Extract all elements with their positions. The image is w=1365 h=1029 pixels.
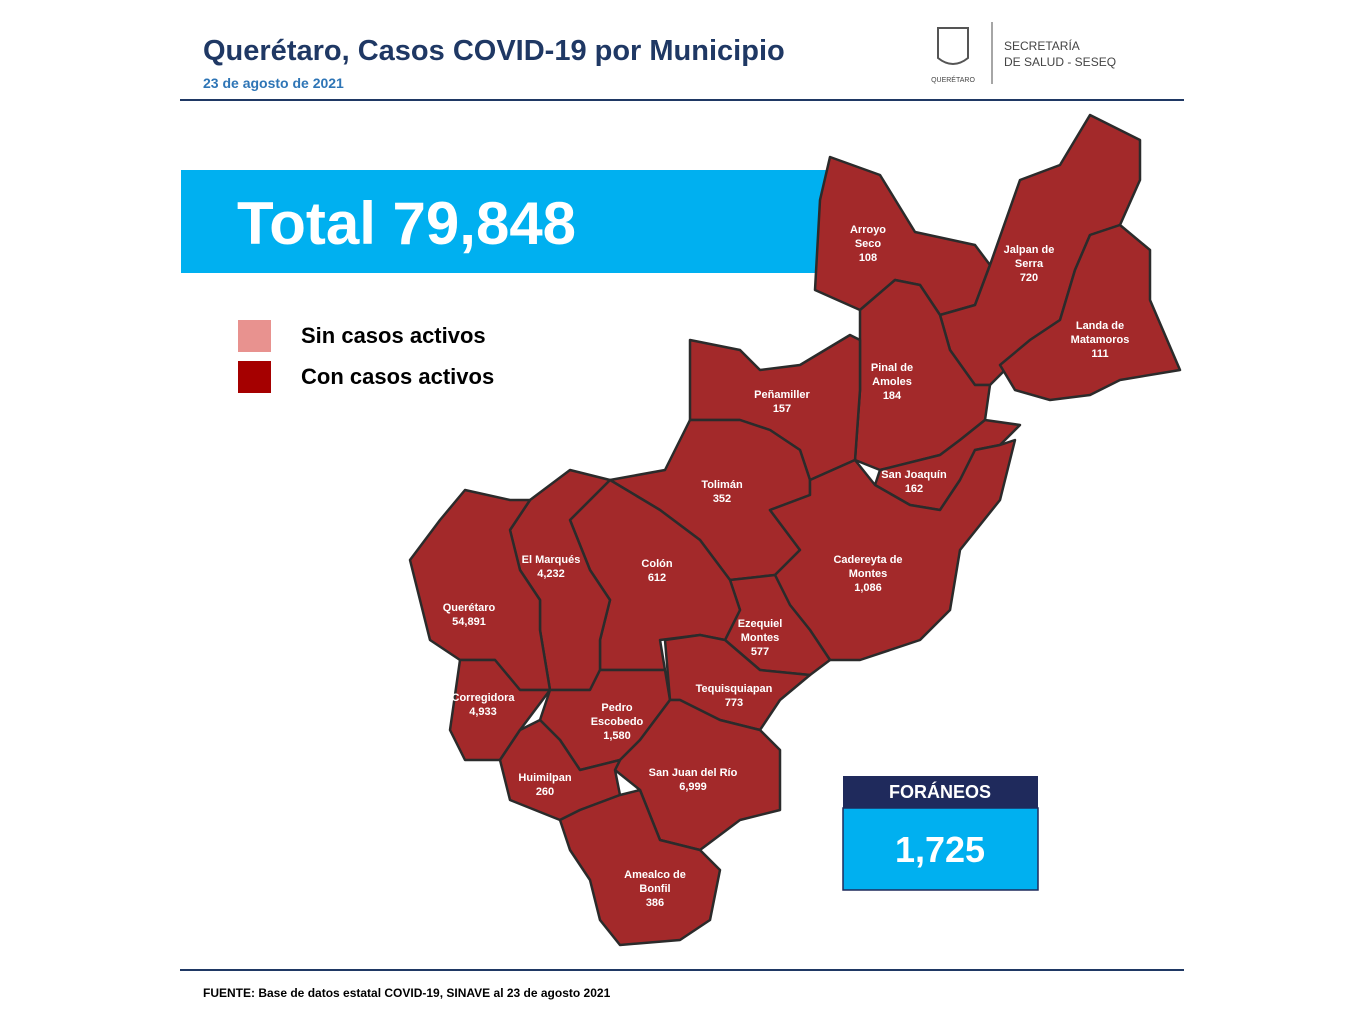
- municipality-cases: 260: [536, 786, 554, 798]
- agency-line: SECRETARÍA: [1004, 38, 1080, 53]
- municipality-name: Amealco de: [624, 869, 686, 881]
- municipality-name: Escobedo: [591, 716, 644, 728]
- municipality-cases: 6,999: [679, 781, 707, 793]
- municipality-cases: 111: [1091, 348, 1108, 360]
- agency-line: DE SALUD - SESEQ: [1004, 55, 1116, 69]
- logo-text: QUERÉTARO: [931, 75, 975, 84]
- municipality-cases: 720: [1020, 272, 1038, 284]
- title: Querétaro, Casos COVID-19 por Municipio: [203, 35, 785, 67]
- municipality-name: Bonfil: [639, 883, 670, 895]
- municipality-name: Arroyo: [850, 224, 886, 236]
- municipality-name: Tolimán: [701, 479, 743, 491]
- municipality-cases: 184: [883, 390, 902, 402]
- map: [408, 113, 1182, 947]
- municipality-name: Pinal de: [871, 362, 913, 374]
- municipality-name: Landa de: [1076, 320, 1124, 332]
- logo: QUERÉTARO SECRETARÍA DE SALUD - SESEQ: [931, 22, 1116, 84]
- foraneos-header: [843, 776, 1038, 808]
- date: 23 de agosto de 2021: [203, 75, 344, 91]
- municipality-cases: 4,232: [537, 568, 565, 580]
- total-banner: [181, 170, 830, 273]
- municipality-cases: 162: [905, 483, 923, 495]
- foraneos-title: FORÁNEOS: [889, 781, 991, 802]
- municipality-cases: 773: [725, 697, 743, 709]
- foraneos-value: 1,725: [895, 829, 985, 870]
- municipality-cases: 352: [713, 493, 731, 505]
- municipality-cases: 386: [646, 897, 664, 909]
- municipality-cases: 1,580: [603, 730, 631, 742]
- legend-swatch: [238, 320, 271, 352]
- foraneos-box: [842, 807, 1039, 891]
- municipality-name: Montes: [849, 568, 888, 580]
- municipality-name: Seco: [855, 238, 882, 250]
- legend-swatch: [238, 361, 271, 393]
- footer: FUENTE: Base de datos estatal COVID-19, …: [203, 986, 611, 1000]
- legend-label: Sin casos activos: [301, 323, 486, 348]
- municipality-name: Pedro: [601, 702, 632, 714]
- municipality-cases: 157: [773, 403, 791, 415]
- legend-label: Con casos activos: [301, 364, 494, 389]
- municipality-cases: 108: [859, 252, 877, 264]
- municipality-name: Corregidora: [452, 692, 516, 704]
- municipality-cases: 1,086: [854, 582, 882, 594]
- municipality-name: Serra: [1015, 258, 1044, 270]
- municipality-name: Colón: [641, 558, 672, 570]
- municipality-name: Tequisquiapan: [696, 683, 773, 695]
- total: Total 79,848: [237, 190, 576, 257]
- municipality-name: Montes: [741, 632, 780, 644]
- municipality-name: Cadereyta de: [833, 554, 902, 566]
- municipality-cases: 577: [751, 646, 769, 658]
- municipality-cases: 612: [648, 572, 666, 584]
- municipality-cases: 4,933: [469, 706, 497, 718]
- municipality-name: Ezequiel: [738, 618, 783, 630]
- municipality-name: Peñamiller: [754, 389, 810, 401]
- municipality-name: Matamoros: [1071, 334, 1130, 346]
- municipality-name: San Joaquín: [881, 469, 947, 481]
- municipality-name: Huimilpan: [518, 772, 571, 784]
- municipality-name: San Juan del Río: [649, 767, 738, 779]
- municipality-name: Jalpan de: [1004, 244, 1055, 256]
- municipality-name: El Marqués: [522, 554, 581, 566]
- municipality-name: Querétaro: [443, 602, 496, 614]
- municipality-cases: 54,891: [452, 616, 486, 628]
- municipality-name: Amoles: [872, 376, 912, 388]
